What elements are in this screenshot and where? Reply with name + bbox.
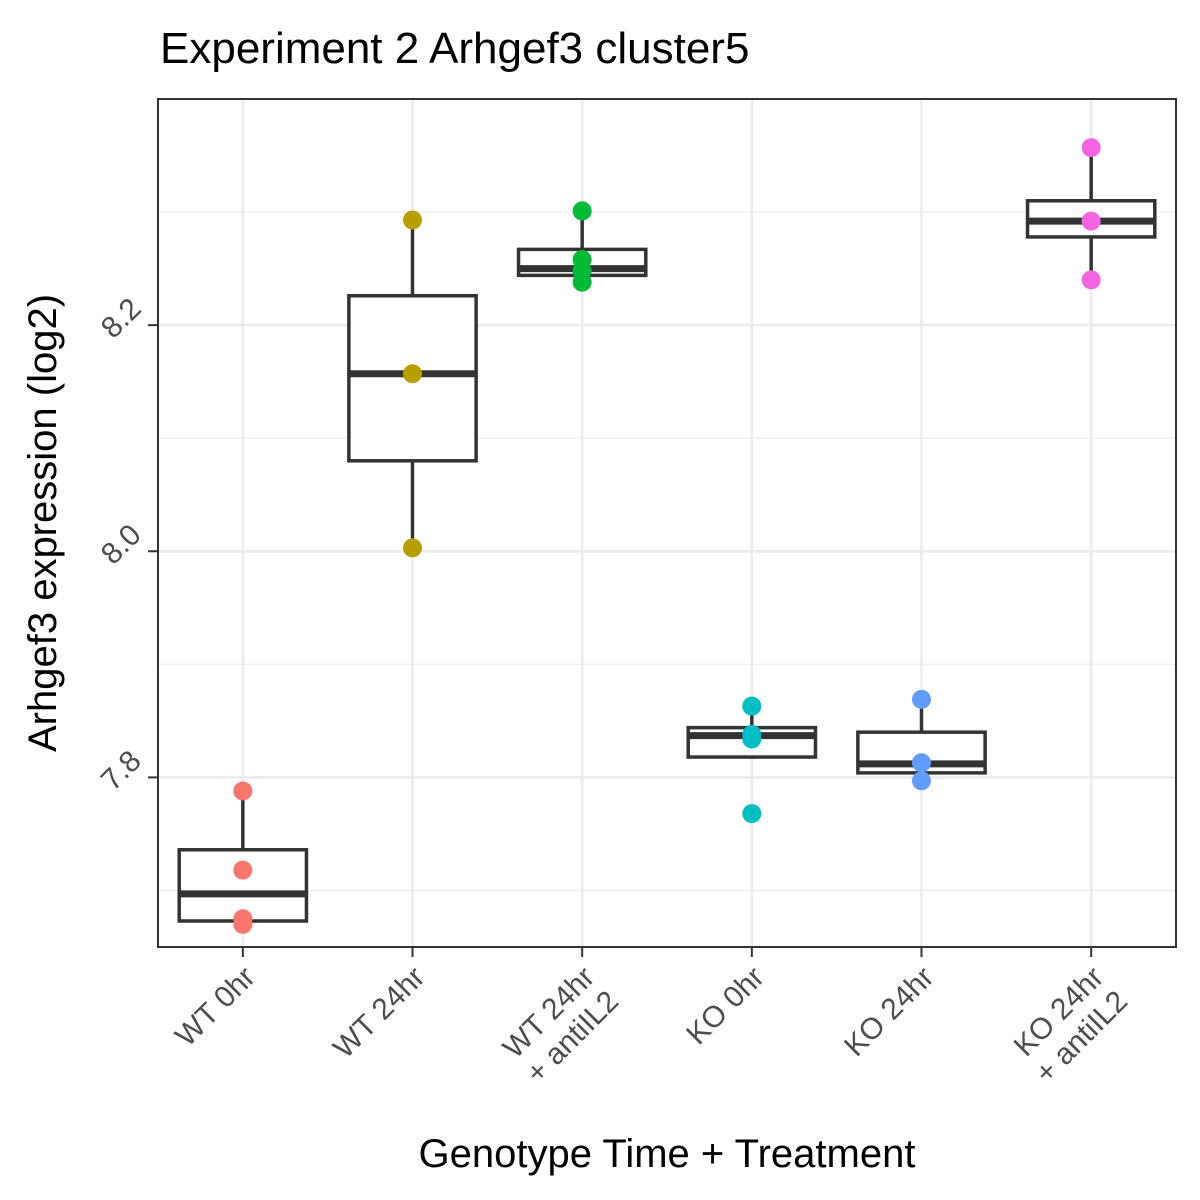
box-group (516, 201, 648, 292)
data-point (233, 914, 253, 934)
plot-data (177, 138, 1157, 934)
x-tick-label: WT 24hr+ antiIL2 (496, 961, 625, 1090)
x-tick-label-line: WT 0hr (169, 961, 261, 1053)
x-tick-label: WT 0hr (169, 961, 261, 1053)
data-point (912, 771, 931, 791)
x-tick-label: WT 24hr (327, 961, 431, 1065)
data-point (403, 210, 422, 230)
box-group (347, 210, 478, 558)
data-point (403, 364, 422, 384)
data-point (1081, 270, 1101, 290)
x-tick-label: KO 24hr+ antiIL2 (1005, 961, 1134, 1090)
x-axis-title: Genotype Time + Treatment (419, 1132, 916, 1176)
data-point (912, 689, 931, 709)
plot-panel-border (157, 98, 1177, 948)
data-point (403, 538, 422, 558)
data-point (912, 753, 931, 773)
data-point (1081, 211, 1101, 231)
y-tick-label: 7.8 (95, 744, 148, 797)
x-tick-label: KO 24hr (838, 961, 940, 1063)
data-point (1081, 138, 1101, 158)
x-tick-label-line: KO 24hr (838, 961, 940, 1063)
y-tick-label: 8.0 (95, 518, 148, 571)
data-point (742, 804, 762, 824)
box-group (686, 696, 818, 824)
data-point (742, 729, 762, 749)
y-axis-title: Arhgef3 expression (log2) (21, 294, 65, 752)
x-tick-label-line: WT 24hr (327, 961, 431, 1065)
box-group (1025, 138, 1157, 290)
y-tick-label: 8.2 (95, 292, 148, 345)
x-tick-label: KO 0hr (680, 961, 771, 1052)
axes: 7.8 8.0 8.2 WT 0hr WT 24hr WT 24hr+ antiIL2 KO… (95, 292, 1134, 1090)
data-point (572, 201, 592, 221)
grid-lines (158, 99, 1176, 947)
chart-title: Experiment 2 Arhgef3 cluster5 (160, 24, 749, 73)
data-point (742, 696, 762, 716)
data-point (233, 781, 253, 801)
box-group (177, 781, 309, 934)
box-group (856, 689, 987, 791)
data-point (233, 860, 253, 880)
x-tick-label-line: KO 0hr (680, 961, 771, 1052)
data-point (572, 272, 592, 292)
